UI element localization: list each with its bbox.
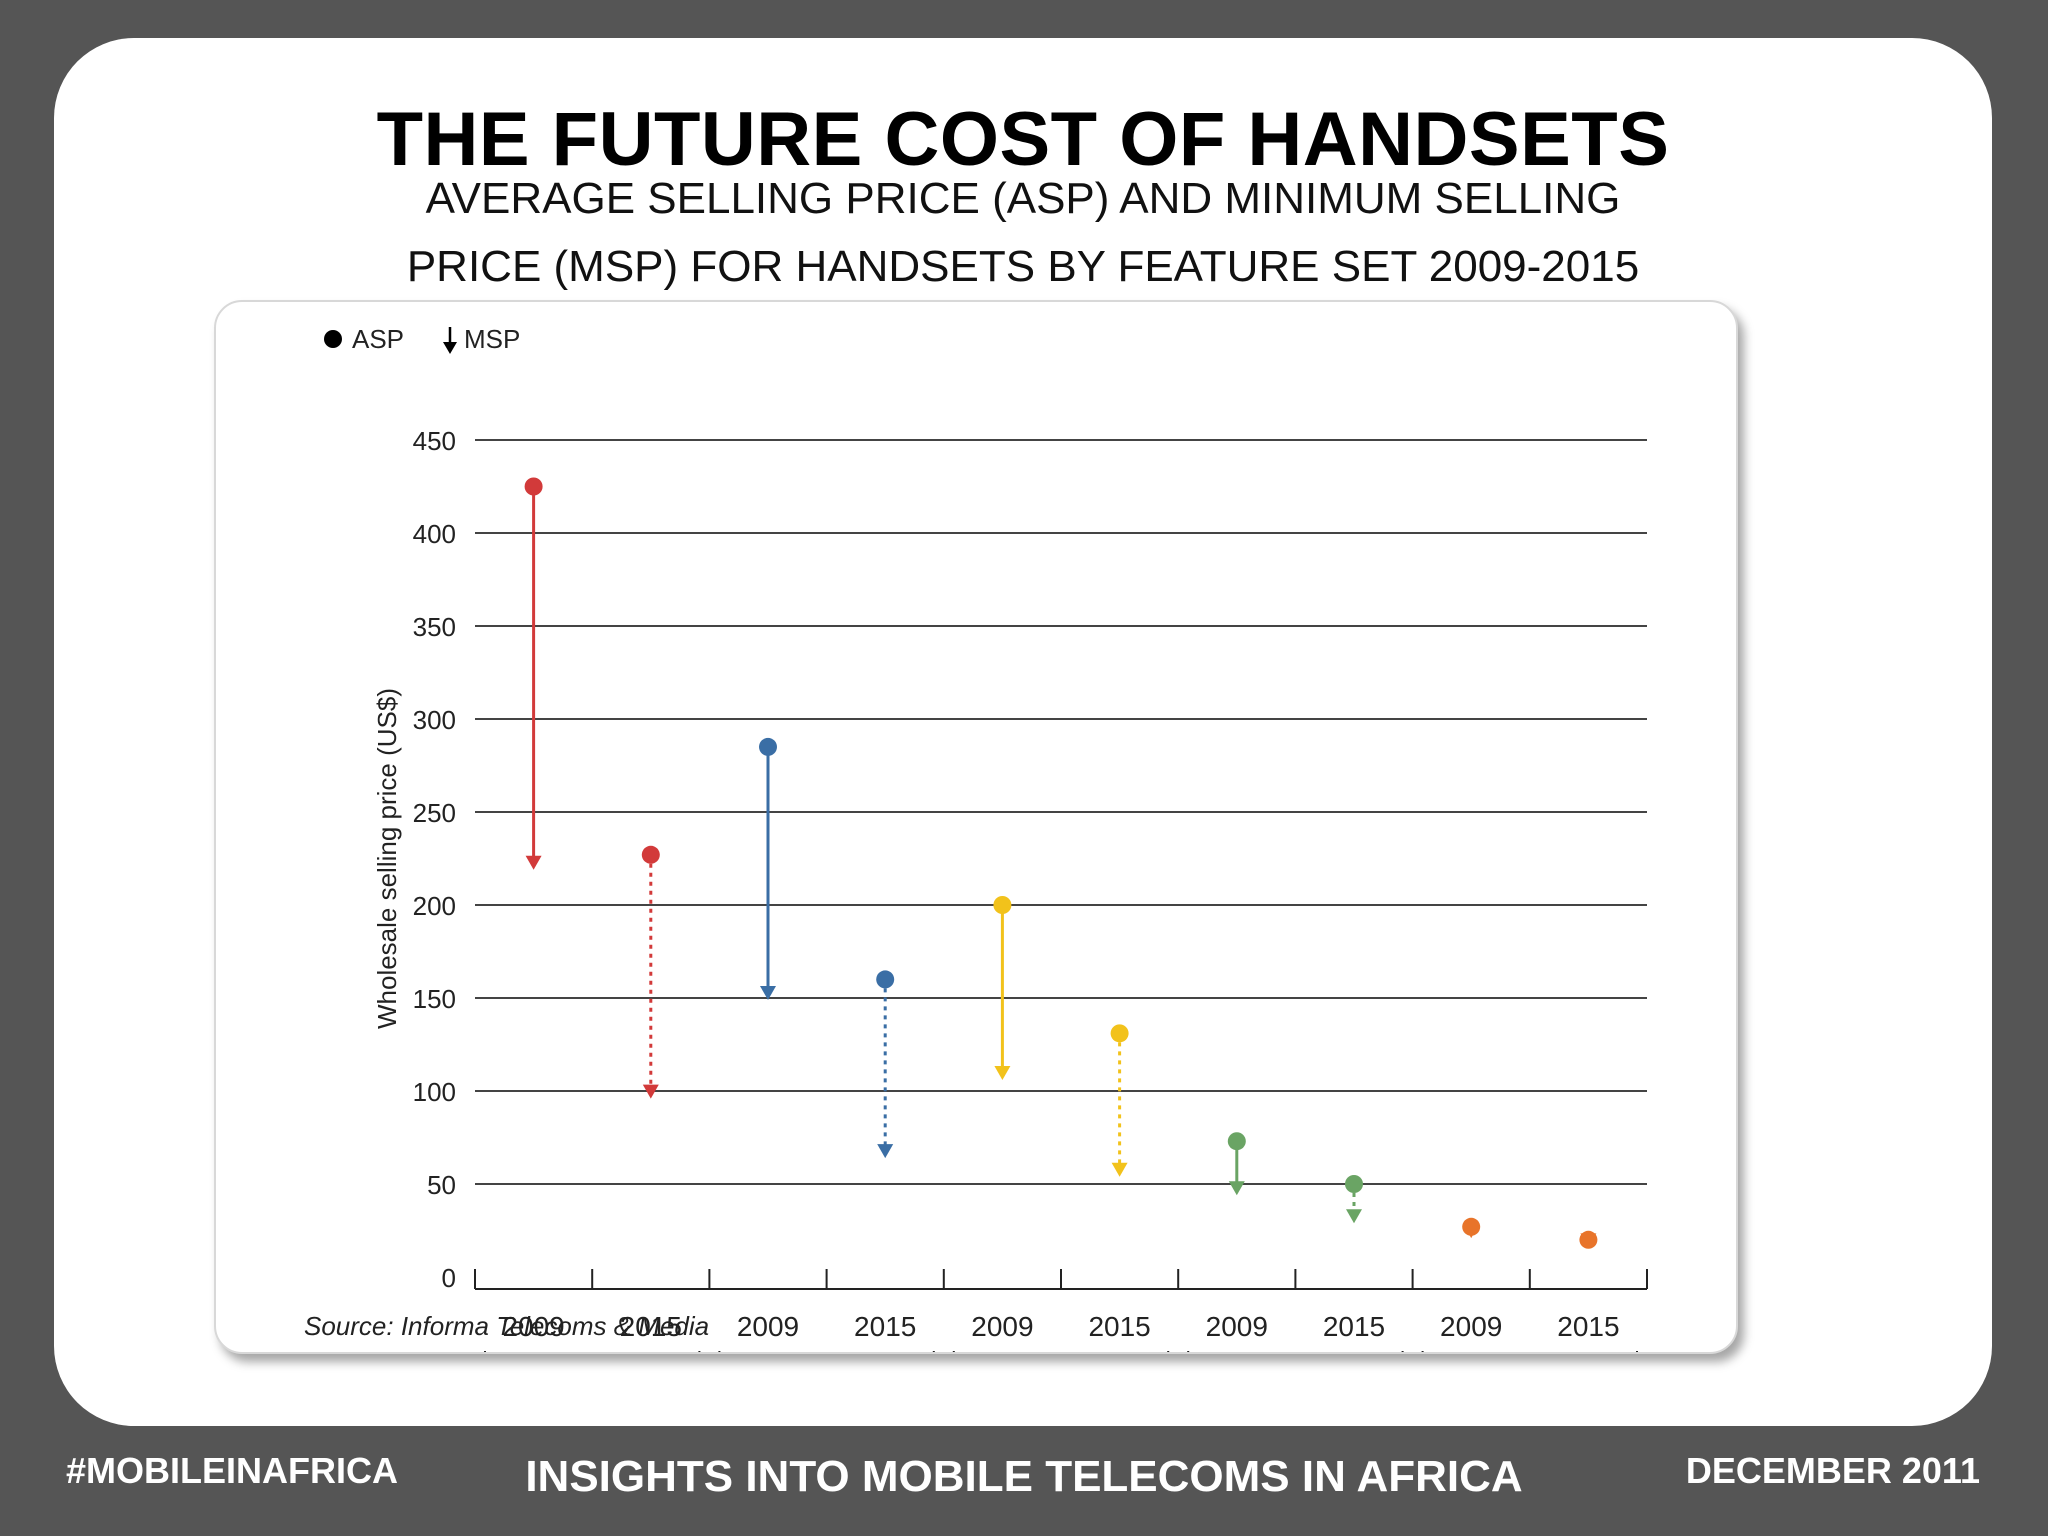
- x-tick-label: 2009: [971, 1311, 1033, 1342]
- y-tick-label: 0: [442, 1263, 456, 1293]
- group-bracket: [718, 1351, 935, 1352]
- x-tick-label: 2015: [1323, 1311, 1385, 1342]
- legend-asp-label: ASP: [352, 324, 404, 354]
- asp-dot: [876, 970, 895, 989]
- y-tick-label: 450: [413, 426, 456, 456]
- asp-dot: [993, 896, 1012, 914]
- msp-arrow-marker: [994, 1065, 1011, 1080]
- x-tick-label: 2015: [854, 1311, 916, 1342]
- y-tick-label: 100: [413, 1077, 456, 1107]
- legend-asp-dot: [324, 330, 342, 348]
- asp-dot: [1462, 1217, 1481, 1236]
- asp-dot: [641, 845, 660, 864]
- asp-dot: [1579, 1230, 1598, 1249]
- asp-dot: [524, 477, 543, 496]
- y-tick-label: 400: [413, 519, 456, 549]
- asp-dot: [1345, 1175, 1363, 1193]
- x-tick-label: 2009: [737, 1311, 799, 1342]
- group-bracket: [484, 1351, 701, 1352]
- y-tick-label: 50: [427, 1170, 456, 1200]
- chart-card: 0 50 100 150 200 250 300 350 400 450 Wholesale sel…: [214, 300, 1738, 1354]
- chart-source: Source: Informa Telecoms & Media: [304, 1311, 709, 1341]
- y-tick-label: 350: [413, 612, 456, 642]
- footer-date: DECEMBER 2011: [1685, 1450, 1980, 1491]
- slide-subtitle-line2: PRICE (MSP) FOR HANDSETS BY FEATURE SET …: [406, 242, 1640, 291]
- y-axis-label: Wholesale selling price (US$): [372, 688, 402, 1029]
- chart-svg: 0 50 100 150 200 250 300 350 400 450 Wholesale sel…: [304, 324, 1648, 1352]
- asp-dot: [1227, 1132, 1246, 1151]
- group-bracket: [952, 1351, 1170, 1352]
- group-bracket: [1187, 1351, 1404, 1352]
- legend-msp-label: MSP: [464, 324, 520, 354]
- slide-title: THE FUTURE COST OF HANDSETS: [376, 97, 1670, 182]
- msp-arrow-marker: [877, 1144, 894, 1159]
- y-tick-label: 200: [413, 891, 456, 921]
- msp-arrow-marker: [1111, 1162, 1128, 1177]
- x-tick-label: 2015: [620, 1311, 682, 1342]
- asp-dot: [759, 737, 777, 756]
- x-tick-label: 2015: [1088, 1311, 1150, 1342]
- msp-arrow-marker: [525, 855, 542, 870]
- y-tick-label: 250: [413, 798, 456, 828]
- asp-dot: [1110, 1024, 1129, 1043]
- x-tick-label: 2015: [1557, 1311, 1619, 1342]
- x-tick-label: 2009: [502, 1311, 564, 1342]
- y-tick-label: 150: [413, 984, 456, 1014]
- x-tick-label: 2009: [1206, 1311, 1268, 1342]
- y-tick-label: 300: [413, 705, 456, 735]
- x-tick-label: 2009: [1440, 1311, 1502, 1342]
- msp-arrow-marker: [760, 986, 776, 1000]
- legend-msp-arrow-head: [443, 342, 457, 354]
- msp-arrow-marker: [1228, 1181, 1245, 1196]
- slide-subtitle-line1: AVERAGE SELLING PRICE (ASP) AND MINIMUM …: [425, 174, 1621, 223]
- footer-hashtag: #MOBILEINAFRICA: [66, 1450, 398, 1491]
- msp-arrow-marker: [642, 1084, 659, 1099]
- footer-tagline: INSIGHTS INTO MOBILE TELECOMS IN AFRICA: [525, 1452, 1523, 1501]
- group-bracket: [1421, 1351, 1638, 1352]
- msp-arrow-marker: [1346, 1209, 1362, 1224]
